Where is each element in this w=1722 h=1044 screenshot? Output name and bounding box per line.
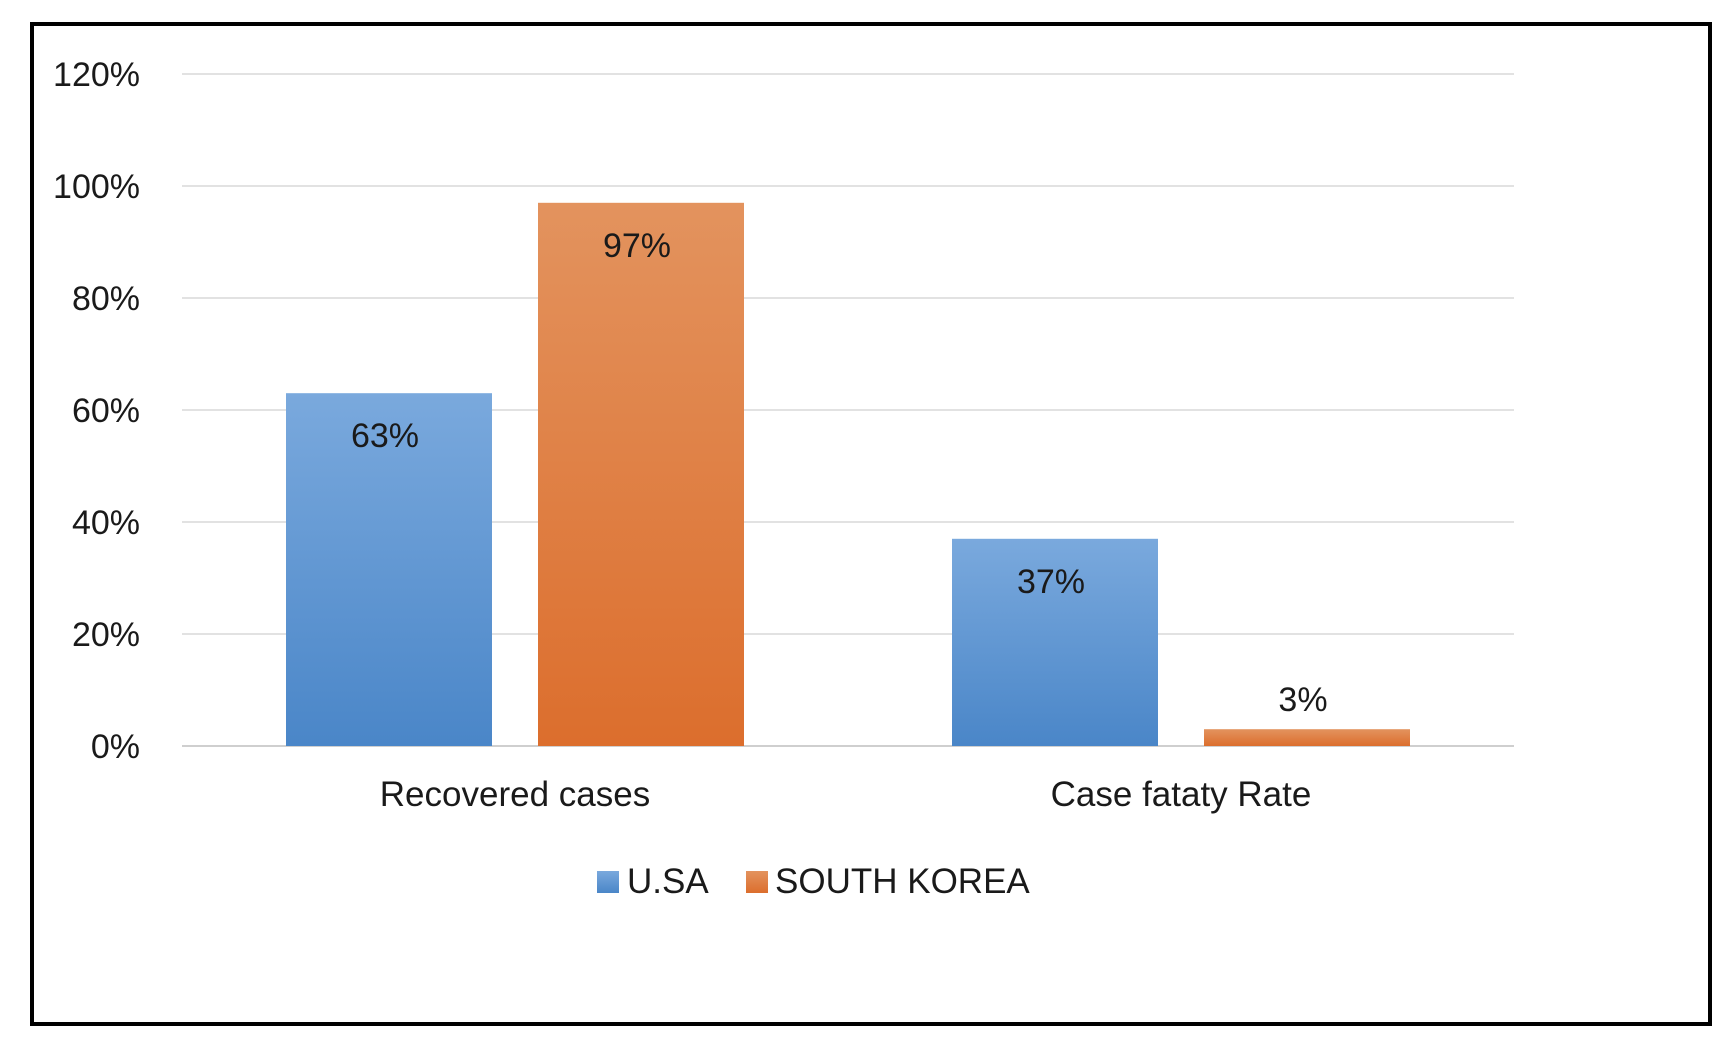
bar-chart: 0% 20% 40% 60% 80% 100% 120% 63% 97% 37% 3% Recov…	[53, 56, 1514, 901]
bar-usa	[952, 538, 1158, 746]
data-label: 3%	[1278, 681, 1327, 719]
y-tick-label: 100%	[53, 168, 140, 206]
x-category-label: Recovered cases	[380, 775, 650, 814]
y-tick-label: 80%	[72, 280, 140, 318]
data-label: 97%	[603, 227, 671, 265]
chart-frame: 0% 20% 40% 60% 80% 100% 120% 63% 97% 37% 3% Recov…	[30, 22, 1712, 1026]
y-tick-label: 120%	[53, 56, 140, 94]
x-axis-categories: Recovered cases Case fataty Rate	[380, 775, 1312, 814]
legend-swatch-south-korea	[746, 871, 768, 893]
y-tick-label: 40%	[72, 504, 140, 542]
bar-usa	[286, 393, 492, 746]
legend: U.SA SOUTH KOREA	[597, 862, 1030, 901]
data-label: 37%	[1017, 563, 1085, 601]
legend-label-usa: U.SA	[627, 862, 709, 901]
bar-south-korea	[538, 202, 744, 747]
legend-label-south-korea: SOUTH KOREA	[775, 862, 1030, 901]
bar-south-korea	[1204, 729, 1410, 746]
bars	[286, 202, 1410, 747]
x-category-label: Case fataty Rate	[1051, 775, 1312, 814]
legend-swatch-usa	[597, 871, 619, 893]
data-labels: 63% 97% 37% 3%	[351, 227, 1328, 719]
data-label: 63%	[351, 417, 419, 455]
y-tick-label: 20%	[72, 616, 140, 654]
y-axis-ticks: 0% 20% 40% 60% 80% 100% 120%	[53, 56, 140, 766]
y-tick-label: 0%	[91, 728, 140, 766]
y-tick-label: 60%	[72, 392, 140, 430]
